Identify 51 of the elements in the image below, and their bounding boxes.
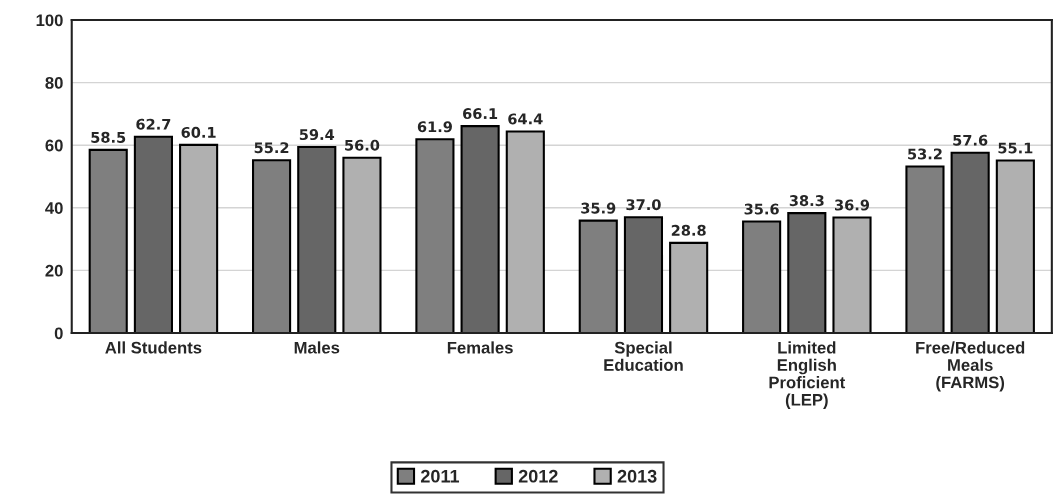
data-label: 38.3 — [789, 195, 824, 207]
y-tick-label: 80 — [45, 77, 63, 89]
x-tick-label: Females — [447, 341, 513, 354]
bar — [905, 165, 945, 333]
data-label: 35.9 — [581, 202, 616, 214]
data-label: 66.1 — [463, 108, 498, 120]
x-tick-label: Free/Reduced Meals (FARMS) — [916, 341, 1025, 392]
bar — [950, 151, 990, 333]
bar — [415, 138, 455, 333]
data-label: 37.0 — [626, 199, 661, 211]
bar — [133, 135, 173, 333]
data-label: 56.0 — [345, 139, 380, 151]
data-label: 28.8 — [671, 224, 706, 236]
bar — [742, 220, 782, 333]
data-label: 64.4 — [508, 113, 543, 125]
data-label: 36.9 — [834, 199, 870, 211]
data-label: 62.7 — [136, 118, 171, 130]
y-tick-label: 40 — [45, 202, 63, 214]
bar — [460, 125, 500, 333]
bar — [787, 212, 827, 333]
bar — [832, 216, 872, 333]
data-label: 58.5 — [91, 131, 126, 143]
data-label: 61.9 — [417, 121, 452, 133]
y-tick-label: 60 — [45, 139, 63, 152]
bar — [342, 156, 382, 333]
data-label: 55.2 — [254, 142, 289, 154]
bar — [179, 143, 219, 333]
bar — [505, 130, 545, 333]
data-label: 55.1 — [998, 142, 1033, 154]
bar — [669, 241, 709, 333]
bar — [252, 159, 292, 333]
bar — [995, 159, 1035, 333]
data-label: 57.6 — [953, 134, 988, 146]
x-tick-label: All Students — [105, 341, 202, 354]
data-label: 59.4 — [299, 129, 335, 141]
data-label: 53.2 — [908, 148, 942, 160]
legend-label: 2013 — [617, 469, 657, 483]
x-tick-label: Special Education — [604, 341, 683, 371]
y-tick-label: 100 — [36, 14, 63, 27]
data-label: 60.1 — [181, 126, 216, 138]
x-tick-label: Males — [294, 341, 340, 354]
bar — [297, 146, 337, 333]
data-label: 35.6 — [744, 203, 779, 215]
bar — [578, 219, 618, 333]
y-tick-label: 20 — [45, 264, 63, 277]
y-tick-label: 0 — [54, 327, 63, 340]
bar — [88, 148, 128, 333]
bar — [623, 216, 664, 333]
legend-label: 2012 — [518, 469, 558, 483]
legend-label: 2011 — [420, 469, 460, 483]
x-tick-label: Limited English Proficient (LEP) — [769, 341, 846, 409]
